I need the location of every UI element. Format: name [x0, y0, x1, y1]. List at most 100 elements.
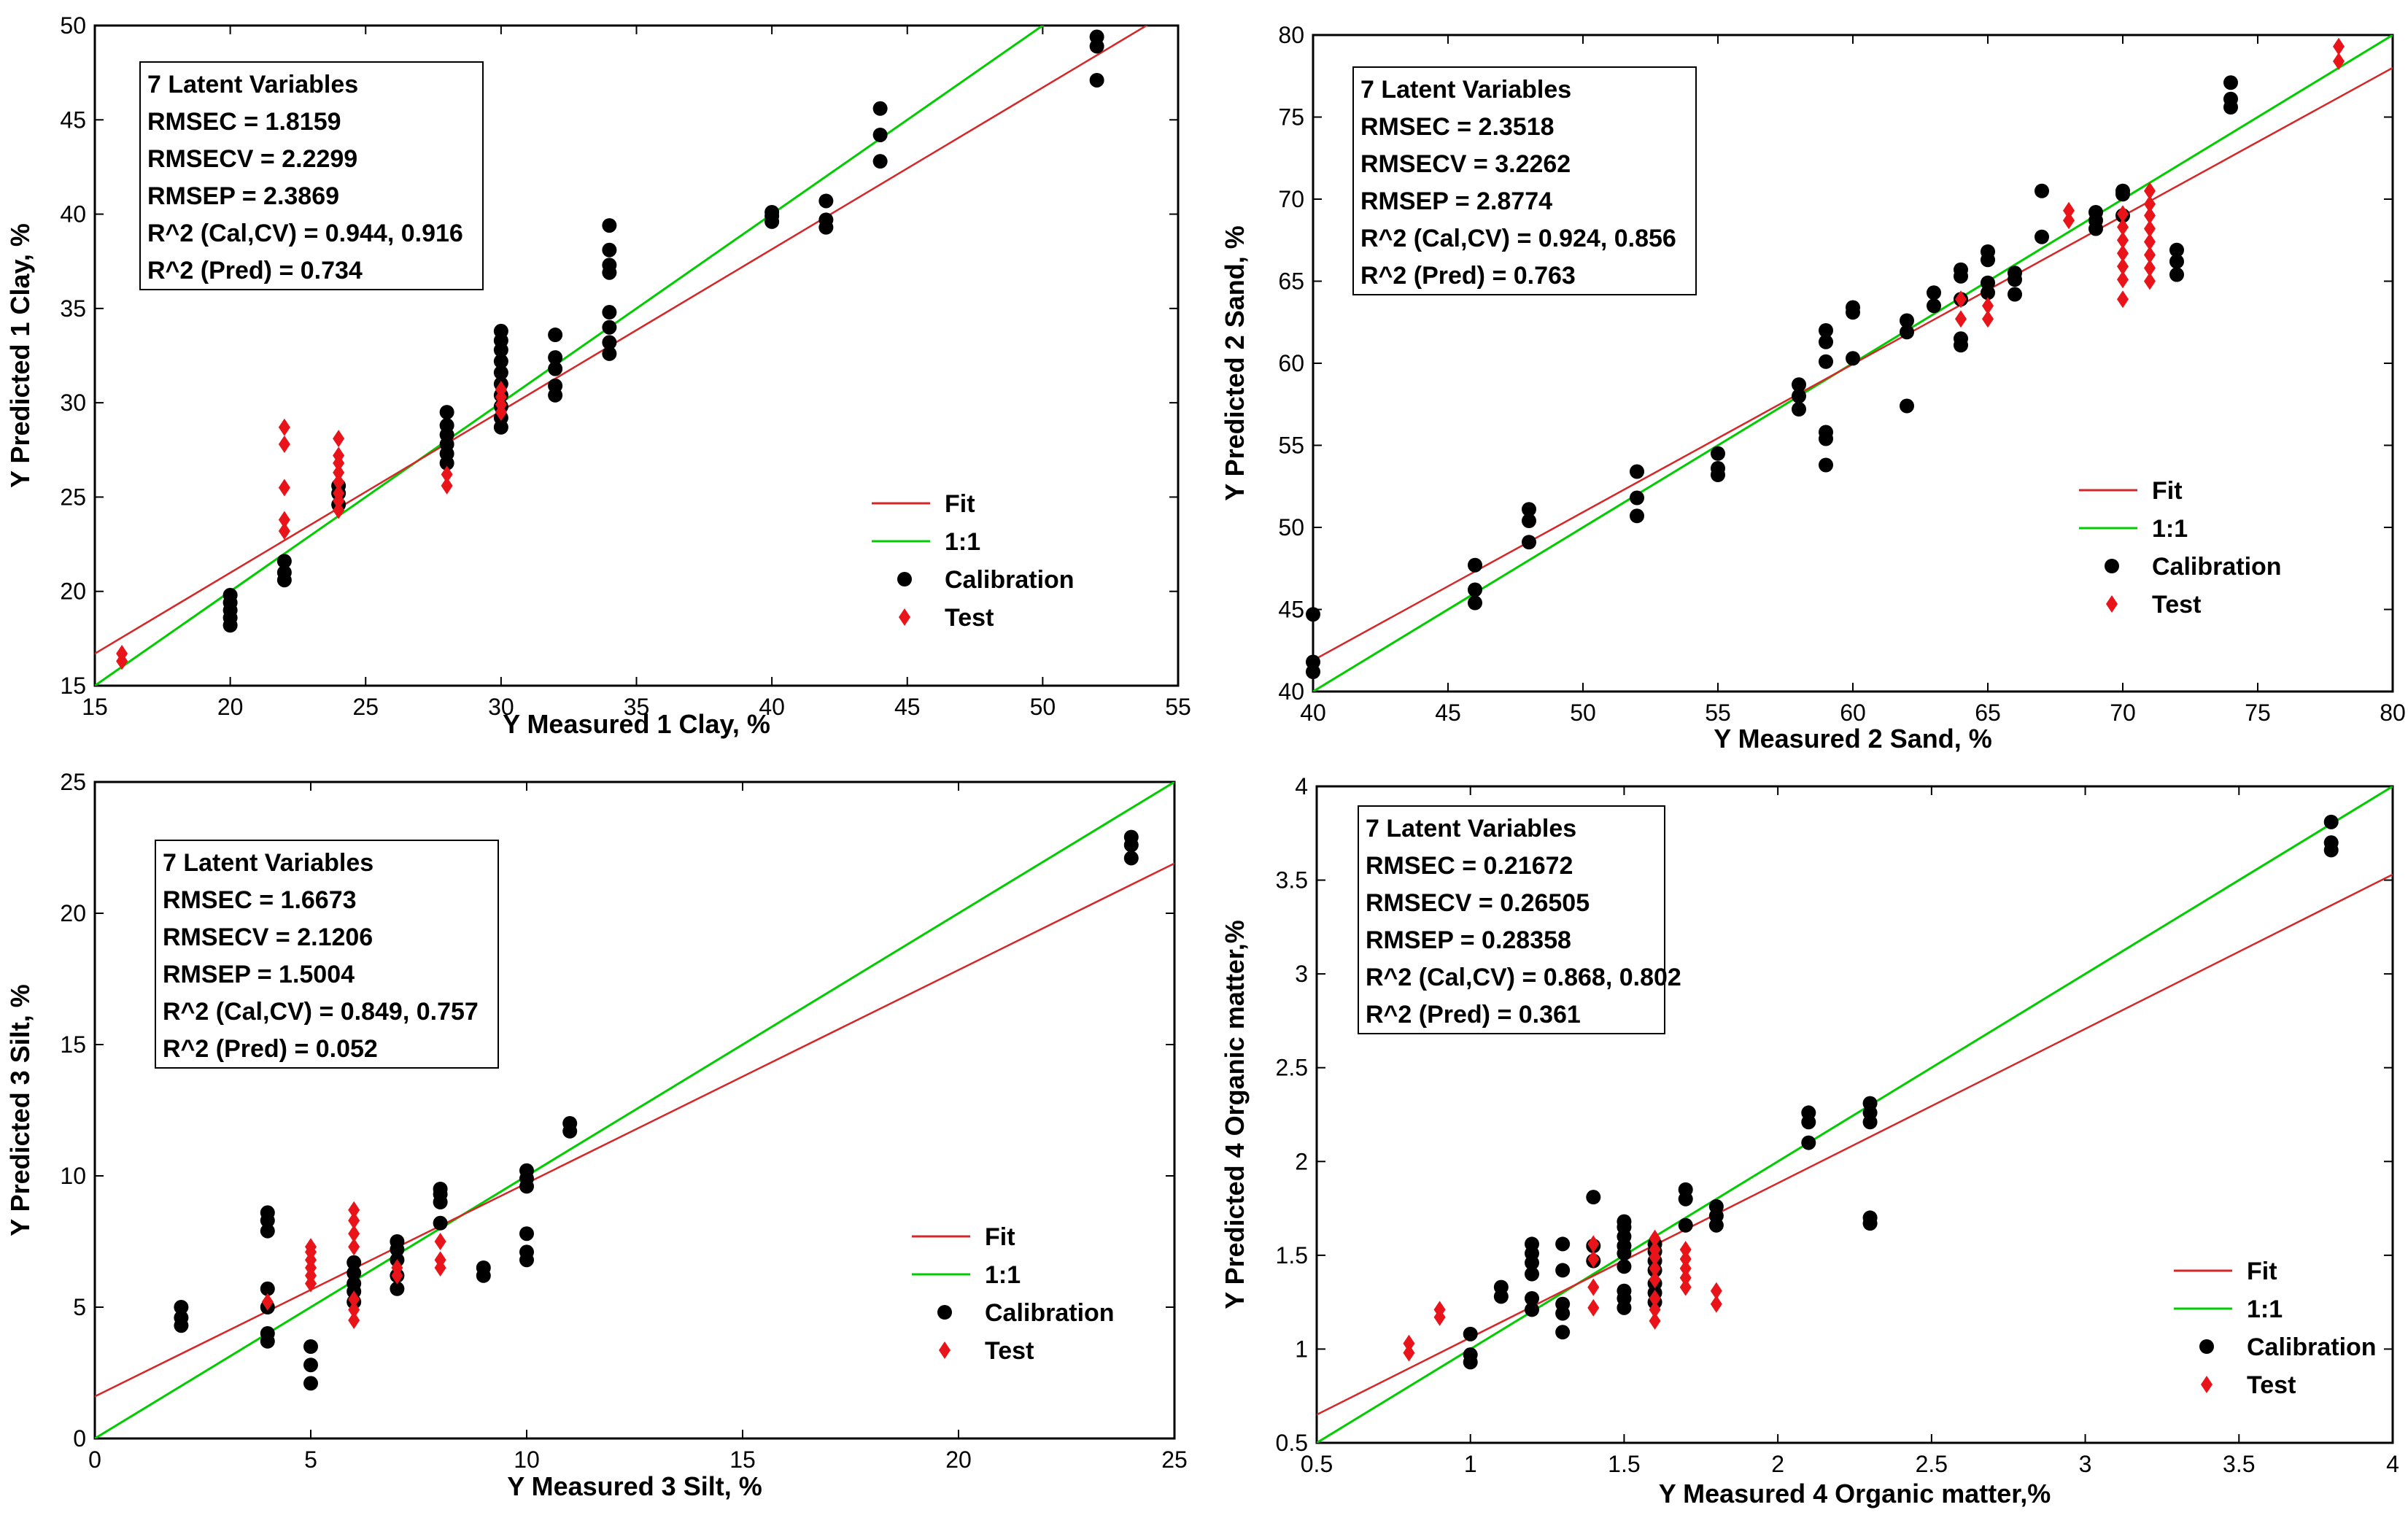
legend-one-to-one-label: 1:1 — [985, 1261, 1021, 1289]
test-point — [1955, 290, 1967, 309]
calibration-point — [872, 127, 888, 142]
calibration-point — [1468, 595, 1482, 611]
y-tick-label: 10 — [60, 1163, 86, 1189]
chart-panel-3: 0 5 10 15 20 25 0 5 10 15 20 25 Y Measured 3 Silt, %… — [5, 769, 1188, 1501]
stats-line: R^2 (Cal,CV) = 0.944, 0.916 — [147, 220, 463, 247]
calibration-point — [602, 335, 617, 350]
stats-line: R^2 (Cal,CV) = 0.849, 0.757 — [163, 998, 479, 1026]
stats-line: RMSEC = 0.21672 — [1366, 852, 1573, 880]
test-point — [278, 435, 290, 454]
test-point — [1433, 1301, 1446, 1319]
x-tick-label: 65 — [1975, 700, 2001, 726]
calibration-point — [2169, 267, 2184, 282]
y-tick-label: 60 — [1278, 350, 1304, 376]
test-point — [1649, 1301, 1661, 1319]
calibration-point — [2088, 205, 2103, 220]
calibration-point — [493, 354, 508, 369]
test-point — [2144, 220, 2156, 238]
calibration-point — [1846, 351, 1860, 366]
stats-line: 7 Latent Variables — [1366, 815, 1576, 843]
y-tick-label: 1 — [1295, 1336, 1308, 1362]
x-tick-label: 40 — [1300, 700, 1326, 726]
calibration-point — [1792, 377, 1806, 392]
legend-calibration-swatch — [2105, 559, 2119, 573]
y-tick-label: 40 — [60, 201, 86, 228]
y-axis-label: Y Predicted 2 Sand, % — [1220, 225, 1250, 500]
calibration-point — [1555, 1263, 1571, 1278]
test-point — [1679, 1269, 1692, 1287]
calibration-point — [276, 554, 292, 569]
test-point — [2117, 218, 2129, 236]
x-tick-label: 15 — [82, 694, 108, 720]
stats-line: RMSECV = 0.26505 — [1366, 889, 1590, 917]
x-tick-label: 35 — [624, 694, 650, 720]
stats-line: RMSEC = 2.3518 — [1360, 113, 1555, 141]
test-point — [333, 430, 345, 448]
calibration-point — [2008, 287, 2022, 302]
legend-one-to-one-label: 1:1 — [2152, 515, 2188, 543]
y-axis-label: Y Predicted 4 Organic matter,% — [1220, 920, 1250, 1309]
calibration-point — [2035, 183, 2049, 198]
chart-panel-2: 40 45 50 55 60 65 70 75 80 40 45 50 55 60 65 70 75 80 Y Me… — [1220, 22, 2406, 754]
test-point — [1587, 1235, 1600, 1253]
calibration-point — [1927, 298, 1941, 314]
test-point — [1649, 1271, 1661, 1289]
calibration-point — [303, 1357, 318, 1373]
x-tick-label: 2 — [1771, 1451, 1784, 1477]
stats-line: R^2 (Pred) = 0.763 — [1360, 262, 1576, 290]
test-point — [348, 1201, 360, 1219]
legend-fit-label: Fit — [985, 1223, 1015, 1251]
test-point — [1587, 1278, 1600, 1296]
calibration-point — [1801, 1135, 1816, 1150]
test-point — [1587, 1250, 1600, 1268]
stats-line: R^2 (Cal,CV) = 0.924, 0.856 — [1360, 225, 1676, 252]
calibration-point — [1555, 1325, 1571, 1340]
calibration-point — [562, 1116, 578, 1131]
stats-line: R^2 (Pred) = 0.734 — [147, 257, 363, 284]
y-tick-label: 45 — [1278, 597, 1304, 623]
test-point — [333, 463, 345, 481]
stats-line: R^2 (Cal,CV) = 0.868, 0.802 — [1366, 964, 1681, 991]
calibration-point — [1846, 300, 1860, 315]
y-tick-label: 15 — [60, 1031, 86, 1058]
calibration-point — [1525, 1266, 1539, 1282]
calibration-point — [1954, 331, 1968, 346]
x-axis-label: Y Measured 1 Clay, % — [503, 709, 770, 739]
test-point — [1679, 1278, 1692, 1296]
calibration-point — [347, 1276, 362, 1291]
calibration-point — [476, 1260, 491, 1275]
calibration-point — [1617, 1283, 1632, 1298]
x-tick-label: 50 — [1030, 694, 1056, 720]
calibration-point — [1617, 1259, 1632, 1274]
calibration-point — [548, 361, 563, 376]
stats-line: R^2 (Pred) = 0.052 — [163, 1035, 378, 1063]
test-point — [261, 1293, 274, 1311]
stats-line: RMSEC = 1.6673 — [163, 886, 357, 914]
test-point — [1710, 1282, 1722, 1300]
test-point — [2144, 272, 2156, 290]
x-axis-label: Y Measured 2 Sand, % — [1714, 724, 1991, 754]
calibration-point — [2008, 266, 2022, 281]
fit-line — [95, 26, 1149, 655]
test-point — [2117, 271, 2129, 289]
calibration-point — [1522, 502, 1536, 517]
calibration-point — [1586, 1190, 1601, 1205]
x-tick-label: 60 — [1840, 700, 1866, 726]
calibration-point — [439, 405, 454, 420]
test-point — [305, 1238, 317, 1256]
calibration-point — [1801, 1105, 1816, 1120]
stats-line: RMSEP = 2.3869 — [147, 182, 339, 210]
test-point — [1679, 1241, 1692, 1259]
legend-test-label: Test — [985, 1337, 1034, 1365]
test-point — [1403, 1344, 1415, 1362]
calibration-point — [1708, 1199, 1724, 1214]
calibration-point — [2323, 835, 2339, 851]
legend: Fit 1:1 Calibration Test — [2079, 477, 2282, 619]
y-tick-label: 25 — [60, 484, 86, 510]
y-tick-label: 80 — [1278, 22, 1304, 48]
test-point — [2144, 259, 2156, 277]
legend-calibration-label: Calibration — [945, 566, 1075, 594]
test-point — [2117, 244, 2129, 263]
test-point — [391, 1259, 403, 1277]
